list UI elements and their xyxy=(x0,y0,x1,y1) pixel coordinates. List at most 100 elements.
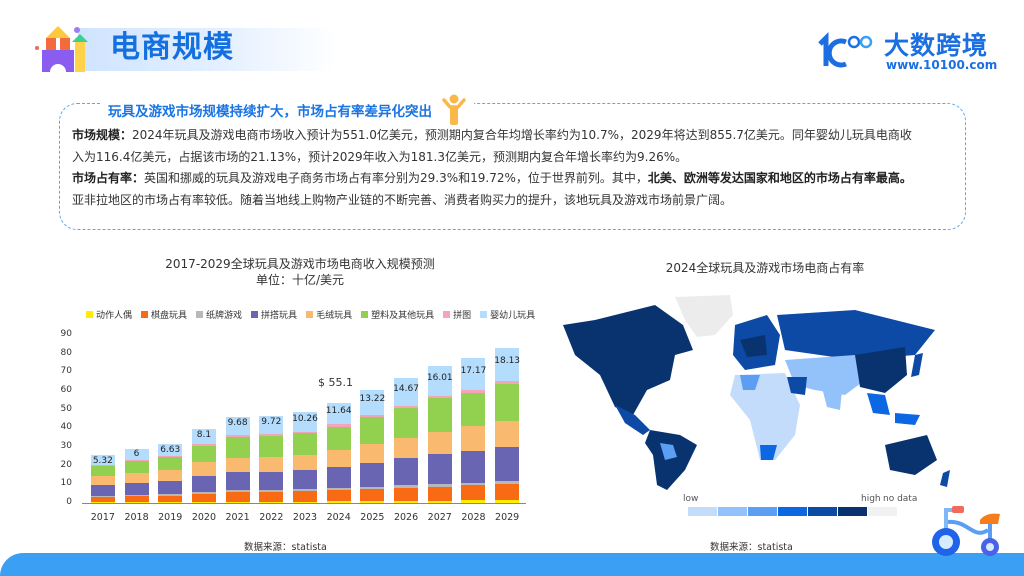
legend-swatch xyxy=(86,311,93,318)
kid-icon xyxy=(442,94,466,125)
bar-segment xyxy=(158,443,183,457)
bar-2024 xyxy=(326,402,351,503)
bar-2021 xyxy=(225,417,250,503)
x-tick: 2024 xyxy=(326,512,351,523)
bar-segment xyxy=(427,484,452,487)
bar-segment xyxy=(191,493,216,502)
bar-segment xyxy=(225,492,250,502)
bar-2023 xyxy=(293,412,317,503)
toy-blocks-icon xyxy=(35,26,88,72)
bar-segment xyxy=(427,398,452,432)
map-scale-swatch xyxy=(688,507,717,516)
bar-segment xyxy=(293,469,317,490)
bar-segment xyxy=(259,490,284,493)
legend-label: 婴幼儿玩具 xyxy=(490,311,536,321)
legend-item: 毛绒玩具 xyxy=(306,308,352,321)
bar-2018 xyxy=(124,448,149,503)
bar-chart-title: 2017-2029全球玩具及游戏市场电商收入规模预测 单位：十亿/美元 xyxy=(60,256,540,288)
bar-segment xyxy=(326,402,351,425)
bar-data-label: 10.26 xyxy=(292,413,318,424)
bar-segment xyxy=(495,484,520,501)
map-legend-low: low xyxy=(683,494,699,504)
y-tick: 60 xyxy=(60,385,72,395)
bar-segment xyxy=(191,501,216,503)
bar-segment xyxy=(124,459,149,461)
bar-segment xyxy=(427,486,452,501)
bar-segment xyxy=(394,378,419,406)
legend-label: 拼图 xyxy=(453,311,472,321)
bar-segment xyxy=(225,457,250,472)
bar-segment xyxy=(259,436,284,457)
y-tick: 30 xyxy=(60,441,72,451)
x-axis-line xyxy=(82,503,526,504)
annotation-2024-total: $ 55.1 xyxy=(318,376,353,389)
legend-swatch xyxy=(361,311,369,318)
bar-segment xyxy=(293,412,317,432)
map-scale-swatch xyxy=(748,507,777,516)
bar-segment xyxy=(158,481,183,495)
bar-segment xyxy=(90,464,115,467)
legend-label: 毛绒玩具 xyxy=(316,311,353,321)
bar-segment xyxy=(461,425,486,451)
market-share-highlight: 北美、欧洲等发达国家和地区的市场占有率最高。 xyxy=(647,171,912,185)
legend-label: 拼搭玩具 xyxy=(261,311,298,321)
bar-data-label: 8.1 xyxy=(196,429,212,440)
bar-segment xyxy=(461,390,486,394)
map-source: 数据来源：statista xyxy=(710,542,793,553)
bar-segment xyxy=(427,365,452,396)
bar-segment xyxy=(90,455,115,465)
bar-segment xyxy=(326,488,351,491)
bar-segment xyxy=(326,466,351,489)
y-tick: 10 xyxy=(60,478,72,489)
bar-segment xyxy=(259,456,284,472)
bar-segment xyxy=(124,460,149,473)
bar-2017 xyxy=(90,455,115,503)
x-tick: 2017 xyxy=(90,512,115,523)
bar-segment xyxy=(259,492,284,502)
bar-segment xyxy=(495,500,520,503)
bar-segment xyxy=(461,482,486,486)
bar-segment xyxy=(427,454,452,485)
bar-segment xyxy=(461,393,486,426)
legend-item: 拼搭玩具 xyxy=(251,308,297,321)
x-tick: 2028 xyxy=(461,512,486,523)
map-scale-swatch xyxy=(718,507,747,516)
tricycle-icon xyxy=(932,506,1000,556)
world-choropleth-map xyxy=(563,295,950,490)
bar-data-label: 18.13 xyxy=(494,356,521,367)
bar-segment xyxy=(124,482,149,495)
bar-segment xyxy=(394,487,419,501)
market-size-line-2: 入为116.4亿美元，占据该市场的21.13%，预计2029年收入为181.3亿… xyxy=(72,147,962,169)
y-tick: 90 xyxy=(60,329,72,339)
bar-segment xyxy=(461,358,486,391)
bar-segment xyxy=(427,500,452,503)
bar-2027 xyxy=(427,365,452,503)
bar-segment xyxy=(259,434,284,437)
bar-segment xyxy=(495,381,520,385)
legend-label: 棋盘玩具 xyxy=(151,311,188,321)
market-size-label: 市场规模： xyxy=(72,128,133,142)
bar-segment xyxy=(360,416,385,444)
bar-segment xyxy=(225,490,250,493)
bar-data-label: 9.68 xyxy=(227,418,248,429)
market-share-text-1: 英国和挪威的玩具及游戏电子商务市场占有率分别为29.3%和19.72%，位于世界… xyxy=(144,171,648,185)
bar-segment xyxy=(90,485,115,496)
bar-segment xyxy=(326,424,351,427)
bar-segment xyxy=(394,458,419,486)
bar-segment xyxy=(158,457,183,470)
x-tick: 2022 xyxy=(259,512,284,523)
bar-segment xyxy=(495,384,520,421)
summary-heading-wrap: 玩具及游戏市场规模持续扩大，市场占有率差异化突出 xyxy=(100,94,474,126)
legend-swatch xyxy=(306,311,314,318)
map-color-scale xyxy=(688,507,897,516)
stacked-bar-plot: 5.32 6 6.63 8.1 9.68 9.72 10.26 11.64 13.22 14.67… xyxy=(86,335,524,503)
legend-label: 纸牌游戏 xyxy=(206,311,243,321)
market-share-line-2: 亚非拉地区的市场占有率较低。随着当地线上购物产业链的不断完善、消费者购买力的提升… xyxy=(72,190,962,212)
bar-segment xyxy=(293,501,317,503)
bar-segment xyxy=(225,435,250,438)
bar-segment xyxy=(495,347,520,382)
bar-segment xyxy=(191,475,216,492)
bar-data-label: 14.67 xyxy=(393,383,419,394)
bar-segment xyxy=(225,417,250,436)
bar-segment xyxy=(360,462,385,487)
